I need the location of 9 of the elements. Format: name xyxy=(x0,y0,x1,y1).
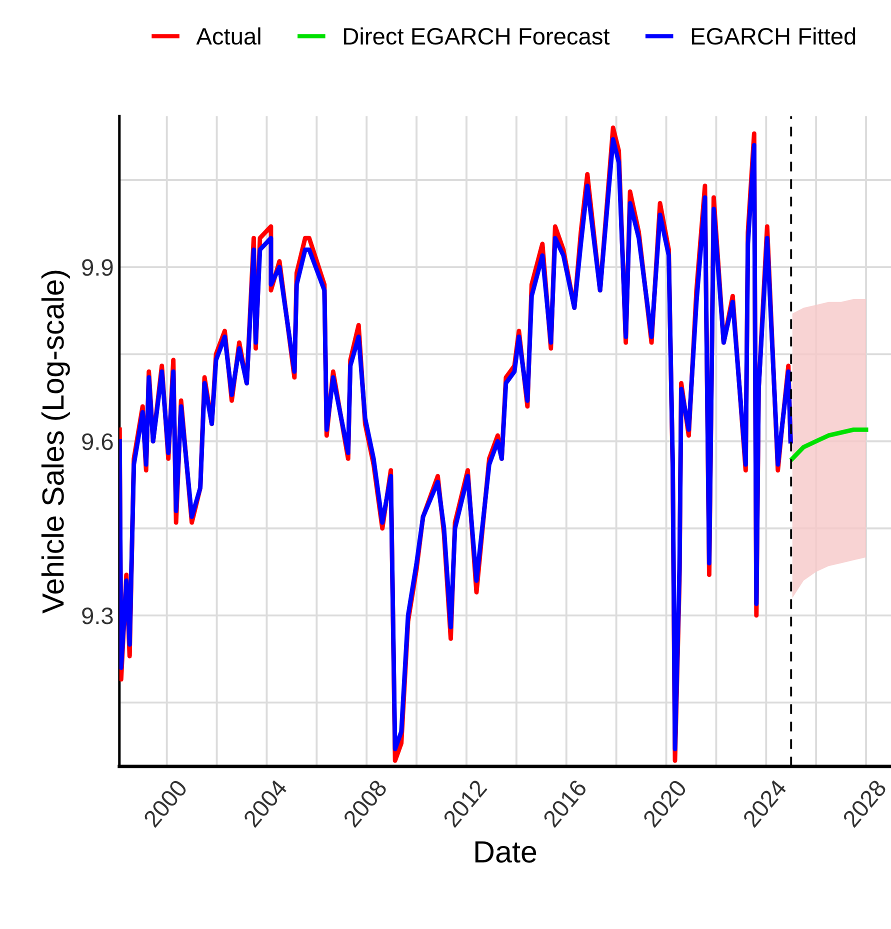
legend-label: EGARCH Fitted xyxy=(692,27,856,45)
y-tick-label: 9.3 xyxy=(82,608,113,624)
x-axis-title: Date xyxy=(475,841,536,863)
y-tick-label: 9.9 xyxy=(82,259,113,276)
y-tick-label: 9.6 xyxy=(82,433,113,450)
legend-label: Actual xyxy=(196,27,260,45)
y-axis-title: Vehicle Sales (Log-scale) xyxy=(41,270,70,614)
legend-label: Direct EGARCH Forecast xyxy=(344,27,610,45)
line-series xyxy=(790,427,868,461)
